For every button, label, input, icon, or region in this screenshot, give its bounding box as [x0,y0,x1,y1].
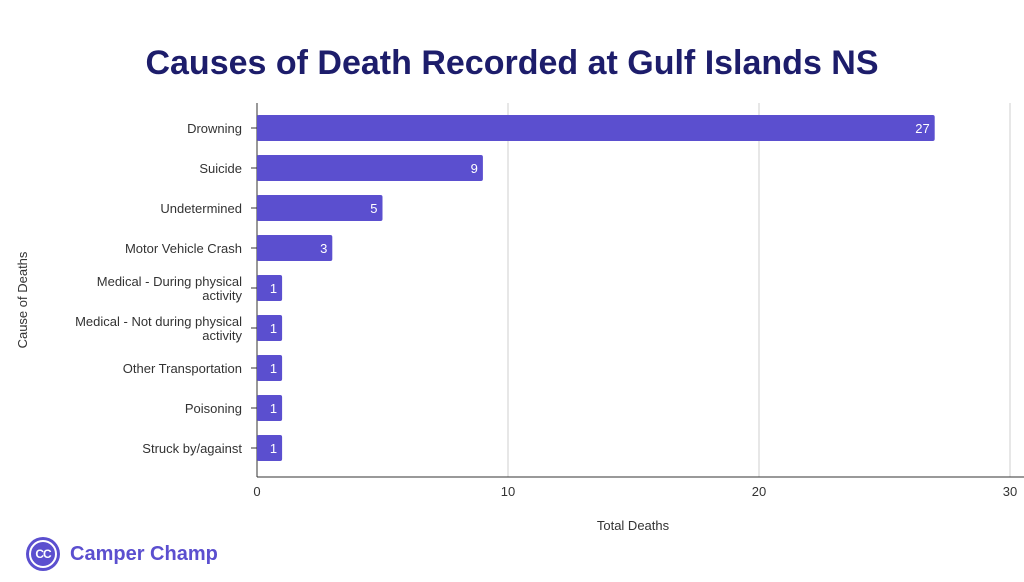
data-label: 1 [270,281,277,296]
category-label: Drowning [187,121,242,136]
category-label: Undetermined [160,201,242,216]
x-tick-label: 20 [752,484,766,499]
category-label: Other Transportation [123,361,242,376]
brand-name: Camper Champ [70,542,218,565]
x-tick-label: 30 [1003,484,1017,499]
bar [257,115,935,141]
category-label: Medical - During physical [97,274,242,289]
x-tick-label: 0 [253,484,260,499]
bar [257,355,283,381]
category-label: Medical - Not during physical [75,314,242,329]
x-axis-label: Total Deaths [597,518,670,533]
data-label: 1 [270,401,277,416]
category-label: Suicide [199,161,242,176]
category-label: Motor Vehicle Crash [125,241,242,256]
logo-text: CC [29,540,57,568]
bar [257,195,383,221]
bar [257,235,333,261]
bar [257,155,483,181]
data-label: 1 [270,441,277,456]
camper-champ-logo-icon: CC [26,537,60,571]
bar [257,315,283,341]
data-label: 1 [270,361,277,376]
category-label: activity [202,328,242,343]
data-label: 27 [915,121,929,136]
bar [257,395,283,421]
category-label: Struck by/against [142,441,242,456]
category-label: activity [202,288,242,303]
chart-title: Causes of Death Recorded at Gulf Islands… [145,44,879,82]
data-label: 9 [471,161,478,176]
x-tick-label: 10 [501,484,515,499]
data-label: 3 [320,241,327,256]
bar [257,275,283,301]
bar [257,435,283,461]
data-label: 5 [370,201,377,216]
brand: CC Camper Champ [26,537,218,571]
category-label: Poisoning [185,401,242,416]
data-label: 1 [270,321,277,336]
y-axis-label: Cause of Deaths [15,251,30,348]
